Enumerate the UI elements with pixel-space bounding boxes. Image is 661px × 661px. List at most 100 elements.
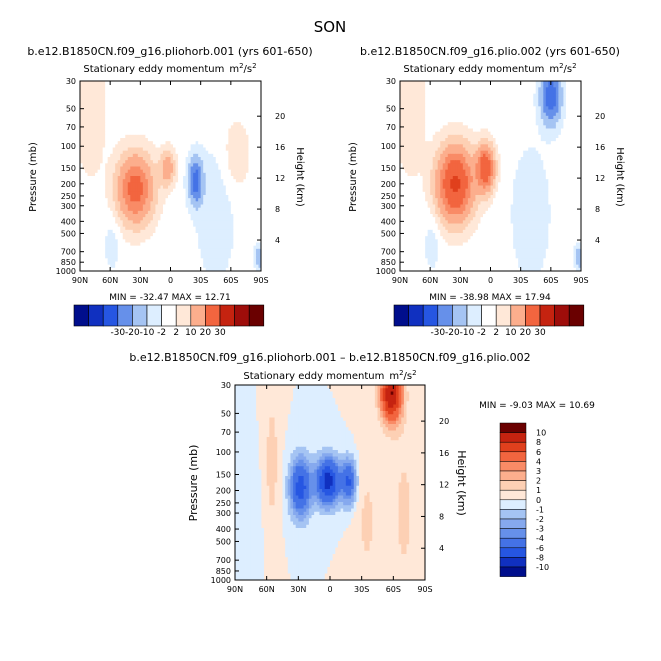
field-cell: [250, 258, 254, 262]
field-cell: [230, 176, 234, 180]
field-cell: [87, 109, 91, 114]
field-cell: [178, 87, 181, 91]
field-cell: [253, 239, 257, 243]
field-cell: [178, 160, 181, 164]
field-cell: [253, 214, 257, 218]
field-cell: [107, 210, 111, 215]
field-cell: [82, 100, 86, 104]
field-cell: [218, 242, 222, 247]
field-cell: [240, 81, 244, 85]
field-cell: [190, 191, 194, 196]
field-cell: [518, 103, 522, 107]
field-cell: [87, 185, 91, 190]
field-cell: [205, 125, 209, 129]
field-cell: [573, 90, 577, 95]
field-cell: [407, 96, 411, 101]
field-cell: [205, 84, 209, 88]
field-cell: [213, 179, 217, 183]
field-cell: [95, 176, 98, 180]
field-cell: [92, 106, 96, 110]
field-cell: [132, 153, 136, 158]
field-cell: [407, 81, 411, 85]
field-cell: [125, 131, 129, 136]
field-cell: [230, 109, 234, 114]
field-cell: [245, 122, 249, 126]
field-cell: [245, 214, 249, 218]
field-cell: [155, 226, 159, 231]
field-cell: [167, 239, 171, 243]
field-cell: [430, 84, 434, 88]
field-cell: [210, 106, 214, 110]
field-cell: [127, 214, 131, 218]
field-cell: [215, 81, 219, 85]
field-cell: [508, 93, 512, 98]
field-cell: [97, 106, 101, 110]
field-cell: [208, 166, 212, 171]
field-cell: [235, 160, 239, 164]
field-cell: [140, 112, 144, 117]
field-cell: [157, 112, 161, 117]
field-cell: [130, 255, 134, 259]
field-cell: [200, 128, 204, 133]
field-cell: [235, 210, 239, 215]
field-cell: [115, 160, 119, 164]
field-cell: [258, 229, 261, 234]
field-cell: [145, 207, 149, 212]
field-cell: [105, 239, 109, 243]
field-cell: [175, 252, 179, 256]
field-cell: [563, 103, 567, 107]
field-cell: [105, 245, 109, 250]
field-cell: [460, 96, 464, 101]
field-cell: [110, 226, 114, 231]
field-cell: [450, 93, 454, 98]
field-cell: [122, 144, 126, 148]
field-cell: [178, 226, 181, 231]
field-cell: [205, 144, 209, 148]
field-cell: [152, 204, 156, 209]
field-cell: [205, 248, 209, 253]
field-cell: [238, 172, 242, 177]
field-cell: [82, 267, 86, 271]
field-cell: [95, 103, 98, 107]
field-cell: [107, 207, 111, 212]
field-cell: [220, 204, 224, 209]
field-cell: [173, 84, 176, 88]
field-cell: [412, 96, 416, 101]
field-cell: [122, 207, 126, 212]
field-cell: [228, 242, 232, 247]
field-cell: [520, 84, 524, 88]
field-cell: [228, 220, 232, 224]
field-cell: [122, 122, 126, 126]
field-cell: [490, 81, 494, 85]
field-cell: [235, 220, 239, 224]
field-cell: [130, 128, 134, 133]
field-cell: [253, 115, 257, 120]
field-cell: [230, 141, 234, 145]
field-cell: [137, 229, 141, 234]
field-cell: [167, 176, 171, 180]
field-cell: [90, 153, 93, 158]
field-cell: [135, 245, 139, 250]
field-cell: [220, 81, 224, 85]
field-cell: [80, 81, 83, 85]
field-cell: [233, 252, 237, 256]
field-cell: [560, 81, 564, 85]
field-cell: [203, 87, 207, 91]
field-cell: [95, 163, 98, 167]
contour-plot: 90N 60N 30N 0 30S 60S 90S305070100150200250300…: [56, 77, 286, 285]
field-cell: [455, 84, 459, 88]
field-cell: [208, 144, 212, 148]
field-cell: [195, 204, 199, 209]
field-cell: [208, 179, 212, 183]
field-cell: [150, 150, 154, 155]
field-cell: [175, 255, 179, 259]
field-cell: [160, 179, 164, 183]
field-cell: [223, 119, 227, 123]
field-cell: [145, 138, 149, 142]
field-cell: [97, 198, 101, 202]
field-cell: [223, 198, 227, 202]
field-cell: [203, 169, 207, 174]
field-cell: [185, 81, 189, 85]
field-cell: [122, 264, 126, 269]
field-cell: [90, 166, 93, 171]
